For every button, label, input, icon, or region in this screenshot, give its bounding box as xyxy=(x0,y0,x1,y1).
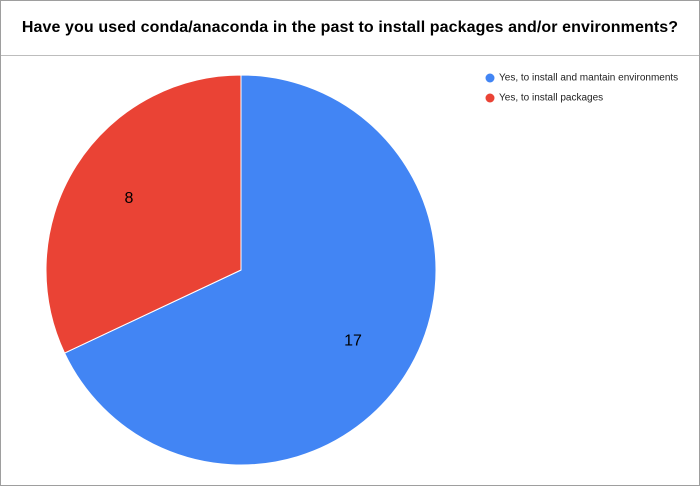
legend: Yes, to install and mantain environments… xyxy=(485,73,678,104)
title-bar: Have you used conda/anaconda in the past… xyxy=(1,1,699,56)
pie-slice-2 xyxy=(45,74,242,354)
legend-swatch-1 xyxy=(485,73,495,83)
pie-slice-labels: 17 8 xyxy=(125,190,362,349)
slice-value-label-2: 8 xyxy=(125,190,134,207)
pie-chart: 17 8 Yes, to install and mantain environm… xyxy=(45,73,678,466)
pie-slices xyxy=(45,74,437,466)
chart-area: 17 8 Yes, to install and mantain environm… xyxy=(1,56,699,485)
chart-title: Have you used conda/anaconda in the past… xyxy=(21,19,679,36)
legend-swatch-2 xyxy=(485,93,495,103)
slice-value-label-1: 17 xyxy=(344,332,362,349)
pie-slice-1 xyxy=(63,74,437,466)
legend-label-2: Yes, to install packages xyxy=(499,93,603,104)
legend-label-1: Yes, to install and mantain environments xyxy=(499,73,678,84)
